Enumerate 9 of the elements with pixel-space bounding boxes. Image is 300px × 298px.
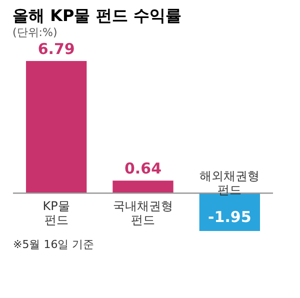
chart-subtitle: (단위:%) <box>12 26 58 39</box>
data-label: 6.79 <box>38 40 75 58</box>
chart-title: 올해 KP물 펀드 수익률 <box>12 6 182 25</box>
x-tick-label: 국내채권형 펀드 <box>113 199 173 228</box>
data-label: 0.64 <box>124 160 162 178</box>
x-tick-label: KP물 펀드 <box>42 199 70 228</box>
text: ※5월 16일 기준 <box>13 238 94 251</box>
data-label: -1.95 <box>208 208 252 226</box>
x-tick-label: 해외채권형 펀드 <box>200 169 260 198</box>
